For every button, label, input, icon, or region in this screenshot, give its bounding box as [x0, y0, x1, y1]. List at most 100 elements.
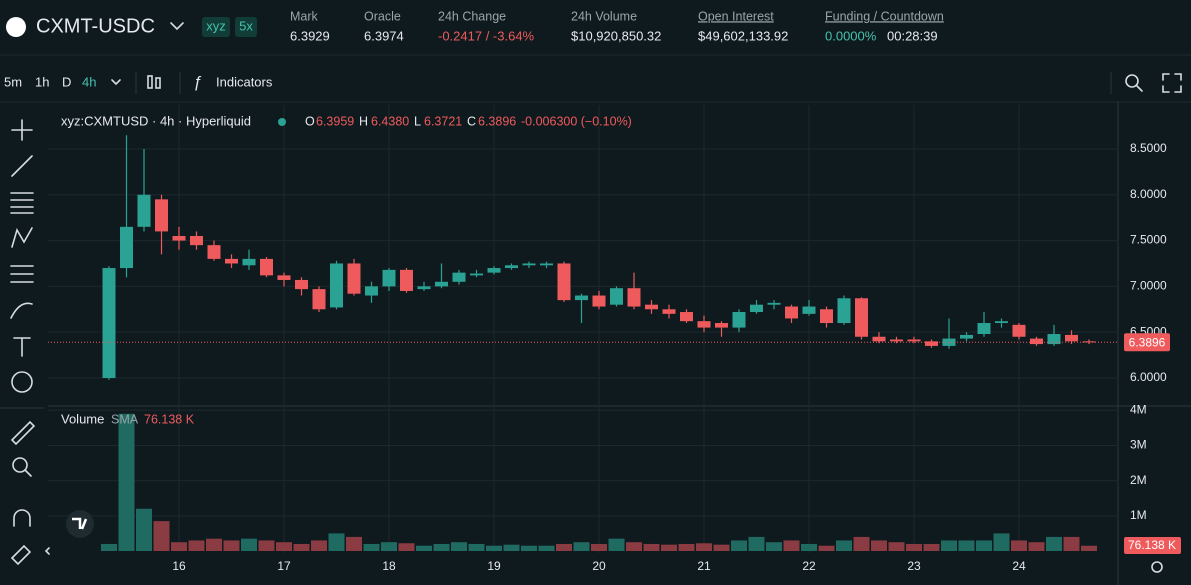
crosshair-tool[interactable]	[11, 119, 33, 141]
ohlc-change: -0.006300 (−0.10%)	[521, 114, 632, 128]
volume-bar	[941, 540, 957, 551]
candle-icon[interactable]	[155, 77, 161, 89]
candle-body	[1065, 334, 1078, 342]
candle-body	[522, 263, 536, 266]
candle-body	[137, 194, 151, 227]
volume-bar	[1028, 542, 1045, 551]
volume-bar	[888, 542, 905, 551]
trendline-tool[interactable]	[11, 155, 33, 177]
time-label: 21	[697, 559, 711, 573]
volume-bar	[363, 543, 380, 551]
magnet-tool[interactable]	[13, 509, 31, 527]
candle-body	[225, 258, 238, 264]
stat-value: 6.3929	[290, 28, 330, 43]
snapshot-icon[interactable]	[1136, 85, 1143, 92]
volume-bar	[223, 540, 240, 551]
candle-body	[592, 295, 606, 307]
volume-bar	[591, 543, 607, 551]
candle-body	[347, 263, 361, 294]
candle-body	[1030, 338, 1043, 345]
candle-body	[417, 286, 431, 290]
candle-body	[785, 306, 798, 319]
ohlc-value: 6.3896	[478, 114, 516, 128]
symbol[interactable]: CXMT-USDC	[36, 15, 155, 37]
volume-bar	[993, 533, 1010, 551]
candle-body	[872, 336, 886, 342]
text-tool[interactable]	[13, 337, 31, 357]
volume-bar	[521, 545, 537, 551]
candle-body	[382, 269, 396, 287]
volume-bar	[556, 543, 572, 551]
ohlc-key: O	[305, 114, 315, 128]
interval-button[interactable]: 5m	[4, 74, 22, 89]
chart-legend-title: xyz:CXMTUSD · 4h · Hyperliquid	[61, 113, 251, 128]
candle-body	[977, 323, 991, 335]
candle-body	[242, 258, 256, 266]
fullscreen-icon[interactable]	[1162, 73, 1182, 93]
volume-bar	[433, 543, 450, 551]
candle-body	[855, 298, 868, 337]
candle-body	[627, 288, 641, 307]
stat-label: Mark	[290, 9, 319, 23]
candle-body	[540, 263, 553, 266]
candle-body	[102, 268, 116, 378]
time-label: 24	[1012, 559, 1026, 573]
volume-bar	[836, 540, 852, 551]
ruler-tool[interactable]	[10, 420, 36, 446]
price-tick-label: 6.0000	[1130, 370, 1167, 384]
time-label: 18	[382, 559, 396, 573]
candle-body	[802, 306, 816, 314]
volume-bar	[1081, 545, 1097, 551]
volume-legend: Volume	[61, 411, 104, 426]
candle-body	[557, 263, 571, 301]
ohlc-value: 6.3959	[316, 114, 354, 128]
volume-bar	[451, 542, 467, 551]
stat-label: Oracle	[364, 9, 401, 23]
snapshot-icon[interactable]	[1125, 74, 1139, 88]
interval-dropdown[interactable]	[111, 79, 121, 86]
ohlc-value: 6.4380	[371, 114, 409, 128]
eraser-tool[interactable]	[10, 544, 32, 566]
volume-bar	[328, 533, 345, 551]
zoom-tool[interactable]	[12, 457, 28, 473]
volume-bar	[678, 543, 695, 551]
volume-sma-value: 76.138 K	[144, 412, 195, 426]
candle-body	[487, 268, 501, 273]
price-tick-label: 8.0000	[1130, 187, 1167, 201]
volume-sma-tag	[1124, 537, 1181, 554]
time-label: 23	[907, 559, 921, 573]
tradingview-logo	[72, 517, 88, 530]
stat-value: -0.2417 / -3.64%	[438, 28, 535, 43]
ohlc-key: H	[359, 114, 368, 128]
pattern-tool[interactable]	[11, 227, 33, 248]
projection-tool[interactable]	[10, 265, 34, 283]
candle-body	[190, 235, 203, 246]
tag-bg	[202, 17, 230, 37]
stat-value: 0.0000%	[825, 28, 877, 43]
settings-icon[interactable]	[1151, 561, 1163, 573]
candle-body	[697, 321, 711, 328]
interval-button[interactable]: 4h	[82, 74, 96, 89]
fib-tool[interactable]	[10, 192, 34, 214]
collapse-sidebar[interactable]	[44, 547, 50, 555]
volume-bar	[923, 543, 940, 551]
volume-tick-label: 4M	[1130, 402, 1147, 416]
candle-body	[645, 304, 658, 310]
candle-body	[277, 275, 291, 280]
volume-bar	[311, 540, 327, 551]
fx-icon[interactable]: ƒ	[193, 74, 202, 91]
volume-bar	[748, 536, 765, 551]
symbol-dropdown[interactable]	[170, 22, 184, 31]
candle-icon[interactable]	[147, 75, 153, 89]
candle-body	[172, 235, 186, 241]
last-price-label: 6.3896	[1129, 335, 1166, 349]
emoji-tool[interactable]	[11, 371, 33, 393]
brush-tool[interactable]	[10, 302, 33, 319]
indicators-button[interactable]: Indicators	[216, 74, 273, 89]
volume-bar	[801, 543, 817, 551]
interval-button[interactable]: D	[62, 74, 71, 89]
interval-button[interactable]: 1h	[35, 74, 49, 89]
zoom-tool[interactable]	[24, 469, 32, 477]
ohlc-value: 6.3721	[424, 114, 462, 128]
